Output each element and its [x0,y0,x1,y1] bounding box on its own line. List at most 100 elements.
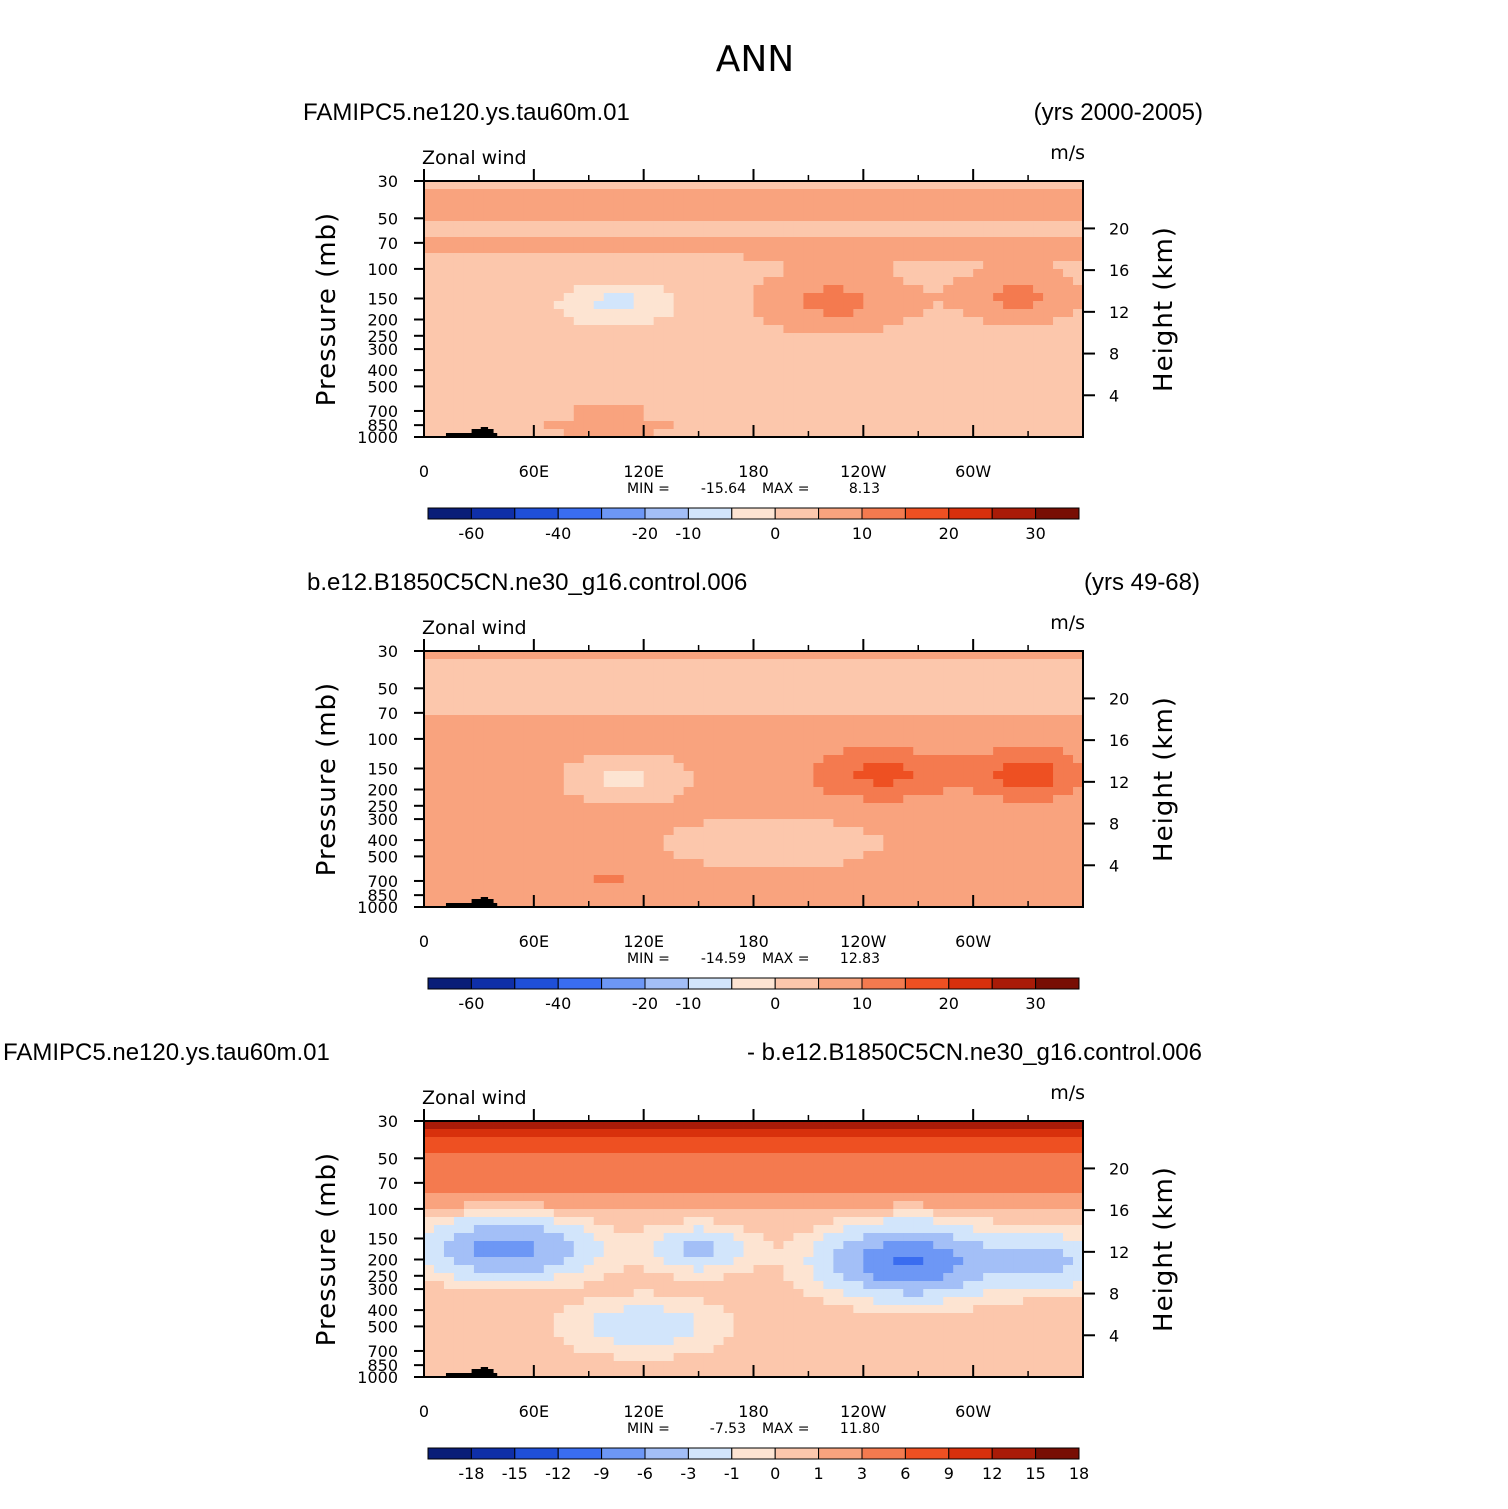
contour-cell [473,731,485,740]
contour-cell [773,285,785,294]
contour-cell [563,1121,575,1130]
contour-cell [833,787,844,796]
contour-cell [683,1177,695,1186]
contour-cell [753,317,765,326]
contour-cell [613,1153,625,1162]
contour-cell [913,389,924,398]
contour-cell [913,691,924,700]
contour-cell [573,221,585,230]
contour-cell [1063,667,1074,676]
contour-cell [993,707,1004,716]
contour-cell [583,301,595,310]
contour-cell [613,205,625,214]
y-tick-label: 500 [367,377,398,396]
contour-cell [753,429,765,438]
contour-cell [933,1169,944,1178]
contour-cell [583,317,595,326]
contour-cell [963,1145,974,1154]
contour-cell [1013,787,1024,796]
contour-cell [483,253,495,262]
contour-cell [923,739,934,748]
contour-cell [603,221,615,230]
contour-cell [653,301,665,310]
contour-cell [424,413,435,422]
contour-cell [1053,723,1064,732]
contour-cell [833,803,844,812]
contour-cell [673,181,685,190]
contour-cell [703,221,715,230]
contour-cell [1013,309,1024,318]
contour-cell [1013,667,1024,676]
contour-cell [693,755,705,764]
contour-cell [753,859,765,868]
contour-cell [643,883,655,892]
contour-cell [653,803,665,812]
contour-cell [763,245,775,254]
contour-cell [963,341,974,350]
contour-cell [733,755,745,764]
contour-cell [573,181,585,190]
contour-cell [503,715,515,724]
contour-cell [793,365,805,374]
contour-cell [653,373,665,382]
contour-cell [1043,205,1054,214]
contour-cell [623,261,635,270]
contour-cell [533,683,545,692]
contour-cell [593,899,605,908]
contour-cell [653,269,665,278]
contour-cell [633,405,645,414]
contour-cell [933,349,944,358]
contour-cell [523,883,535,892]
contour-cell [573,301,585,310]
contour-cell [893,691,904,700]
contour-cell [463,333,475,342]
contour-cell [453,875,465,884]
contour-cell [513,421,525,430]
contour-cell [873,421,884,430]
contour-cell [713,683,725,692]
contour-cell [1023,779,1034,788]
contour-cell [1053,803,1064,812]
contour-cell [1063,229,1074,238]
contour-cell [703,1161,715,1170]
contour-cell [933,859,944,868]
contour-field [424,651,1084,908]
contour-cell [433,277,445,286]
contour-cell [1063,899,1074,908]
contour-cell [483,795,495,804]
contour-cell [863,891,874,900]
contour-cell [533,1153,545,1162]
contour-cell [503,747,515,756]
contour-cell [453,803,465,812]
contour-cell [703,723,715,732]
contour-cell [424,739,435,748]
contour-cell [733,803,745,812]
contour-cell [813,659,824,668]
contour-cell [773,819,785,828]
contour-cell [573,413,585,422]
contour-cell [923,1153,934,1162]
contour-cell [1033,675,1044,684]
contour-cell [643,787,655,796]
contour-cell [703,1121,715,1130]
contour-cell [843,787,854,796]
contour-cell [783,891,795,900]
contour-cell [643,421,655,430]
contour-cell [823,189,834,198]
contour-cell [913,221,924,230]
contour-cell [813,803,824,812]
contour-cell [593,811,605,820]
contour-cell [753,373,765,382]
contour-cell [433,373,445,382]
contour-cell [993,835,1004,844]
contour-cell [693,189,705,198]
contour-cell [533,261,545,270]
contour-cell [713,843,725,852]
contour-cell [1073,325,1084,334]
contour-cell [1053,851,1064,860]
contour-cell [783,277,795,286]
contour-cell [893,787,904,796]
contour-cell [503,1169,515,1178]
contour-cell [723,811,735,820]
contour-cell [983,421,994,430]
